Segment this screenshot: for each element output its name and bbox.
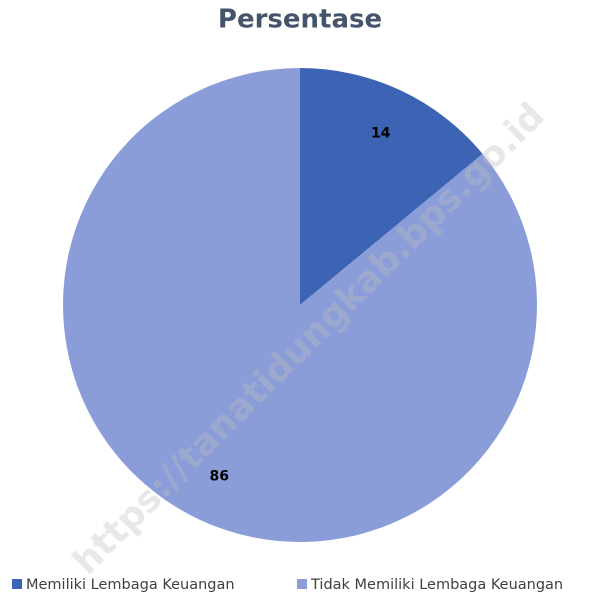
data-label: 86 [210, 469, 229, 485]
legend-swatch [297, 579, 307, 589]
legend-swatch [12, 579, 22, 589]
legend-label: Tidak Memiliki Lembaga Keuangan [310, 577, 563, 593]
data-label: 14 [371, 125, 391, 141]
pie-slice [300, 68, 483, 305]
chart-title: Persentase [218, 5, 382, 35]
pie-slice [62, 68, 537, 542]
legend-label: Memiliki Lembaga Keuangan [26, 577, 235, 593]
